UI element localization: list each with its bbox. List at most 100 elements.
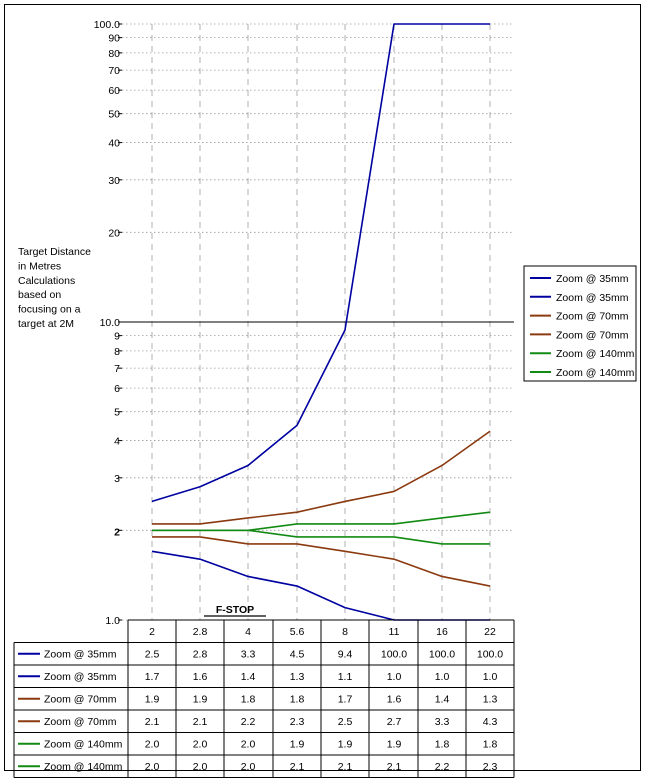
table-cell-value: 2.5	[145, 649, 160, 661]
table-cell-value: 1.9	[290, 739, 305, 751]
table-cell-value: 1.0	[483, 671, 498, 683]
table-cell-value: 100.0	[477, 649, 503, 661]
table-cell-value: 2.1	[387, 761, 402, 773]
y-axis-title-line: in Metres	[18, 260, 61, 272]
table-cell-value: 1.3	[290, 671, 305, 683]
y-tick-label: 4	[114, 436, 120, 448]
y-tick-label: 6	[114, 383, 120, 395]
table-cell-value: 1.0	[387, 671, 402, 683]
y-tick-label: 9	[114, 331, 120, 343]
table-row-label: Zoom @ 70mm	[44, 694, 117, 706]
y-tick-label: 50	[108, 109, 120, 121]
table-cell-value: 4.3	[483, 716, 498, 728]
y-axis-title-line: based on	[18, 289, 61, 301]
table-cell-value: 4.5	[290, 649, 305, 661]
series-line-2	[151, 550, 490, 621]
table-cell-value: 2.1	[338, 761, 353, 773]
chart-frame	[4, 4, 641, 771]
series-line-3	[152, 536, 491, 587]
table-cell-value: 1.4	[435, 694, 450, 706]
table-row-label: Zoom @ 140mm	[44, 739, 123, 751]
table-cell-value: 1.8	[290, 694, 305, 706]
table-cell-value: 1.6	[387, 694, 402, 706]
table-cell-value: 1.9	[193, 694, 208, 706]
table-cell-value: 1.4	[241, 671, 256, 683]
legend-label: Zoom @ 140mm	[556, 348, 635, 360]
legend-label: Zoom @ 35mm	[556, 273, 629, 285]
table-cell-value: 2.1	[145, 716, 160, 728]
table-cell-value: 1.6	[193, 671, 208, 683]
y-tick-label: 100.0	[94, 19, 120, 31]
table-row-label: Zoom @ 140mm	[44, 761, 123, 773]
y-tick-label: 5	[114, 407, 120, 419]
table-cell-value: 1.8	[483, 739, 498, 751]
table-cell-value: 2.5	[338, 716, 353, 728]
table-cell-value: 1.9	[145, 694, 160, 706]
table-cell-value: 2.0	[145, 761, 160, 773]
y-tick-label: 20	[108, 227, 120, 239]
y-axis-title-line: Target Distance	[18, 246, 91, 258]
x-tick-label: 4	[245, 626, 251, 638]
table-cell-value: 2.8	[193, 649, 208, 661]
y-axis-title-line: focusing on a	[18, 304, 81, 316]
table-cell-value: 3.3	[435, 716, 450, 728]
series-line-6	[152, 511, 491, 532]
table-cell-value: 9.4	[338, 649, 353, 661]
y-tick-label: 60	[108, 85, 120, 97]
table-cell-value: 100.0	[381, 649, 407, 661]
x-tick-label: 2.8	[193, 626, 208, 638]
table-row-label: Zoom @ 70mm	[44, 716, 117, 728]
legend-label: Zoom @ 140mm	[556, 367, 635, 379]
table-cell-value: 2.7	[387, 716, 402, 728]
table-cell-value: 1.0	[435, 671, 450, 683]
series-line-4	[152, 430, 491, 525]
table-cell-value: 2.0	[193, 761, 208, 773]
table-cell-value: 2.1	[290, 761, 305, 773]
table-cell-value: 1.8	[241, 694, 256, 706]
legend-label: Zoom @ 70mm	[556, 329, 629, 341]
x-tick-label: 16	[436, 626, 448, 638]
table-cell-value: 100.0	[429, 649, 455, 661]
table-cell-value: 2.0	[193, 739, 208, 751]
table-cell-value: 2.0	[145, 739, 160, 751]
y-tick-label: 30	[108, 175, 120, 187]
table-row-label: Zoom @ 35mm	[44, 671, 117, 683]
x-tick-label: 2	[149, 626, 155, 638]
legend-box	[523, 265, 637, 382]
y-tick-label: 8	[114, 346, 120, 358]
x-tick-label: 11	[389, 626, 400, 638]
y-tick-label: 40	[108, 138, 120, 150]
y-tick-label: 80	[108, 48, 120, 60]
table-cell-value: 2.2	[435, 761, 450, 773]
y-tick-label: 90	[108, 33, 120, 45]
table-cell-value: 2.1	[193, 716, 208, 728]
legend-label: Zoom @ 70mm	[556, 311, 629, 323]
x-tick-label: 8	[342, 626, 348, 638]
y-tick-label: 3	[114, 473, 120, 485]
y-tick-label: 70	[108, 65, 120, 77]
legend-label: Zoom @ 35mm	[556, 292, 629, 304]
y-axis-title-line: Calculations	[18, 275, 75, 287]
x-tick-label: 22	[484, 626, 496, 638]
table-cell-value: 2.0	[241, 739, 256, 751]
table-cell-value: 1.9	[338, 739, 353, 751]
table-cell-value: 1.1	[338, 671, 353, 683]
y-axis-title-line: target at 2M	[18, 318, 74, 330]
x-tick-label: 5.6	[290, 626, 305, 638]
table-cell-value: 2.3	[483, 761, 498, 773]
table-cell-value: 1.3	[483, 694, 498, 706]
table-cell-value: 1.8	[435, 739, 450, 751]
table-cell-value: 2.3	[290, 716, 305, 728]
table-cell-value: 2.2	[241, 716, 256, 728]
table-row-label: Zoom @ 35mm	[44, 649, 117, 661]
y-tick-label: 10.0	[100, 317, 121, 329]
table-cell-value: 1.7	[145, 671, 160, 683]
series-line-1	[151, 23, 490, 503]
x-axis-title: F-STOP	[216, 604, 254, 616]
y-tick-label: 1.0	[105, 615, 120, 627]
y-tick-label: 7	[114, 363, 120, 375]
table-cell-value: 2.0	[241, 761, 256, 773]
y-tick-label: 2	[114, 526, 120, 538]
table-cell-value: 1.7	[338, 694, 353, 706]
